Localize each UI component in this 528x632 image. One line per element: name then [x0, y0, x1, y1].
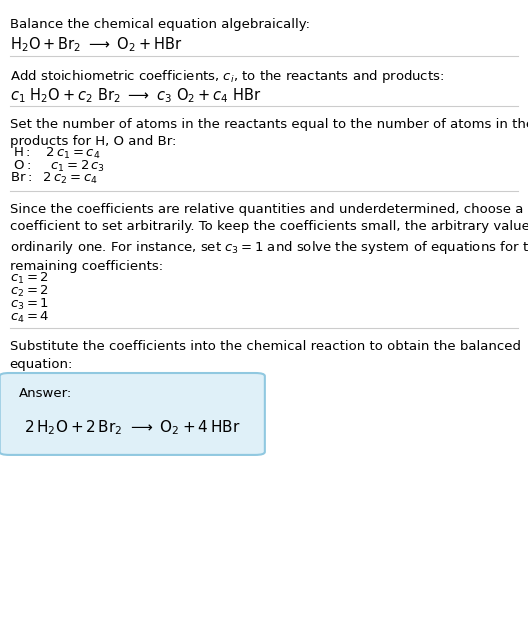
Text: Since the coefficients are relative quantities and underdetermined, choose a
coe: Since the coefficients are relative quan…	[10, 203, 528, 273]
Text: $c_1 = 2$: $c_1 = 2$	[10, 270, 49, 286]
Text: $\mathregular{H:}\ \ \ 2\,c_1 = c_4$: $\mathregular{H:}\ \ \ 2\,c_1 = c_4$	[13, 146, 101, 161]
Text: Answer:: Answer:	[20, 387, 72, 401]
Text: Balance the chemical equation algebraically:: Balance the chemical equation algebraica…	[10, 18, 309, 31]
Text: $\mathregular{2\,H_2O + 2\,Br_2\ \longrightarrow\ O_2 + 4\,HBr}$: $\mathregular{2\,H_2O + 2\,Br_2\ \longri…	[24, 418, 240, 437]
Text: $\mathregular{H_2O + Br_2\ \longrightarrow\ O_2 + HBr}$: $\mathregular{H_2O + Br_2\ \longrightarr…	[10, 35, 182, 54]
Text: $c_4 = 4$: $c_4 = 4$	[10, 310, 49, 325]
Text: Add stoichiometric coefficients, $c_i$, to the reactants and products:: Add stoichiometric coefficients, $c_i$, …	[10, 68, 444, 85]
Text: $\mathregular{Br:}\ \ 2\,c_2 = c_4$: $\mathregular{Br:}\ \ 2\,c_2 = c_4$	[10, 171, 97, 186]
Text: $\mathregular{O:}\ \ \ \ c_1 = 2\,c_3$: $\mathregular{O:}\ \ \ \ c_1 = 2\,c_3$	[13, 159, 105, 174]
Text: $c_1\ \mathregular{H_2O} + c_2\ \mathregular{Br_2}\ \longrightarrow\ c_3\ \mathr: $c_1\ \mathregular{H_2O} + c_2\ \mathreg…	[10, 87, 261, 106]
Text: $c_2 = 2$: $c_2 = 2$	[10, 284, 49, 299]
Text: Set the number of atoms in the reactants equal to the number of atoms in the
pro: Set the number of atoms in the reactants…	[10, 118, 528, 148]
FancyBboxPatch shape	[0, 373, 265, 455]
Text: $c_3 = 1$: $c_3 = 1$	[10, 297, 49, 312]
Text: Substitute the coefficients into the chemical reaction to obtain the balanced
eq: Substitute the coefficients into the che…	[10, 340, 521, 370]
